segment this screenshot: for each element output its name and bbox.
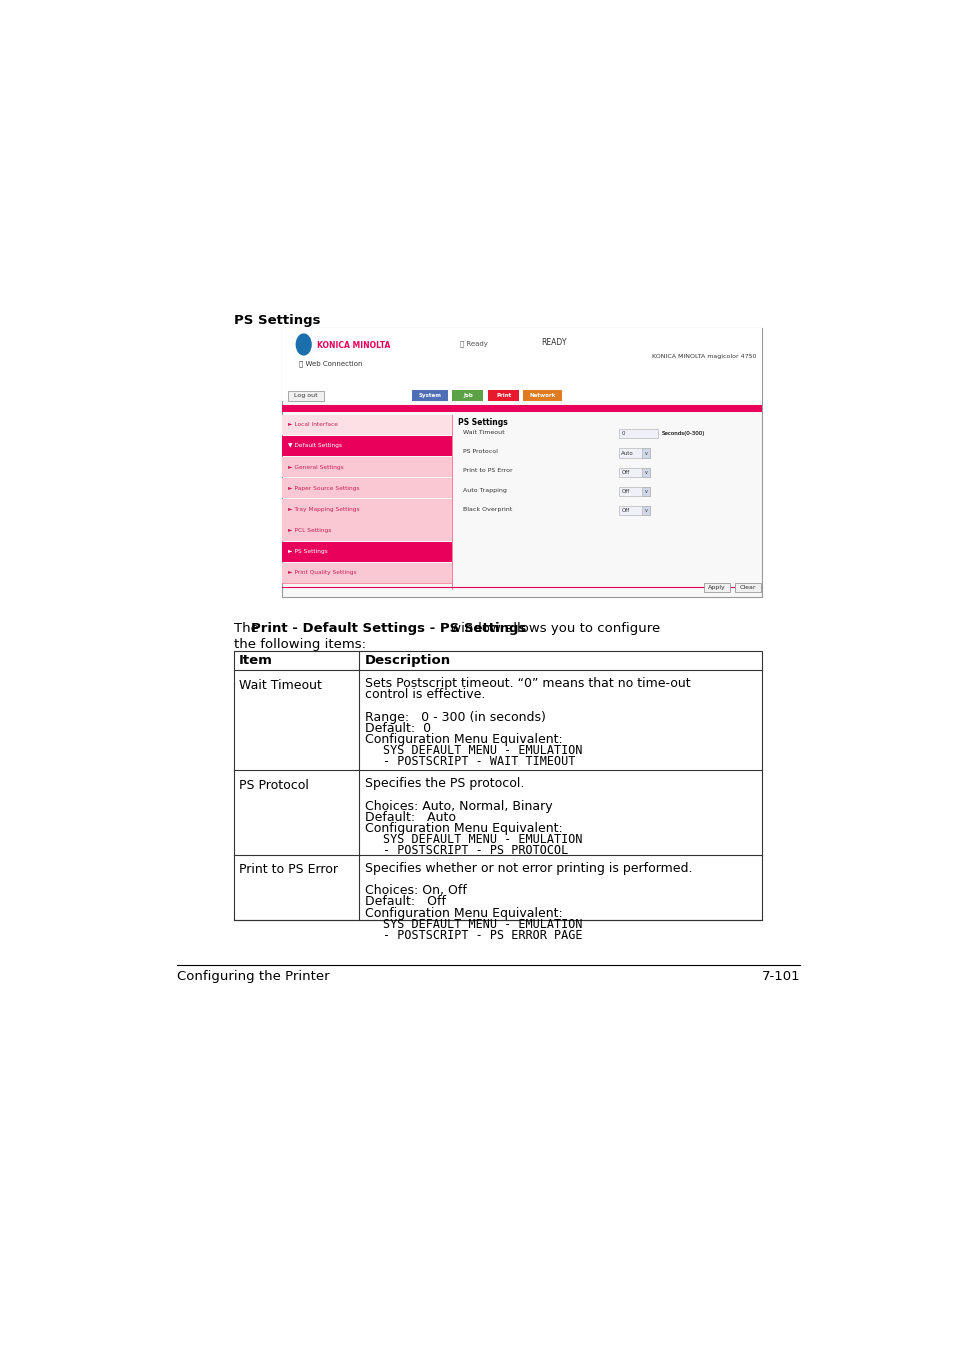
Text: ► Tray Mapping Settings: ► Tray Mapping Settings [288,508,359,512]
Text: Seconds(0-300): Seconds(0-300) [661,431,704,436]
Text: Clear: Clear [740,585,756,590]
Bar [282,541,452,562]
Circle shape [296,333,311,355]
Text: Print to PS Error: Print to PS Error [239,863,337,876]
Text: Auto: Auto [620,451,634,455]
Bar [641,506,649,516]
Text: - POSTSCRIPT - WAIT TIMEOUT: - POSTSCRIPT - WAIT TIMEOUT [383,755,575,768]
Text: PS Settings: PS Settings [233,313,320,327]
Text: 7-101: 7-101 [761,971,800,983]
Text: Default:   Auto: Default: Auto [364,811,456,824]
Bar [618,506,649,516]
Text: 0: 0 [620,431,624,436]
Bar [412,390,447,401]
Text: Choices: On, Off: Choices: On, Off [364,884,466,898]
Bar [282,563,452,583]
Text: ► General Settings: ► General Settings [288,464,344,470]
Text: SYS DEFAULT MENU - EMULATION: SYS DEFAULT MENU - EMULATION [383,833,582,846]
Text: v: v [644,489,647,494]
Text: Log out: Log out [294,393,317,398]
Text: KONICA MINOLTA: KONICA MINOLTA [316,340,390,350]
Bar [618,429,658,439]
Text: Configuration Menu Equivalent:: Configuration Menu Equivalent: [364,907,562,919]
Text: Job: Job [462,393,473,398]
Text: Apply: Apply [707,585,725,590]
Bar [618,448,649,458]
Bar [282,436,452,456]
Text: Print - Default Settings - PS Settings: Print - Default Settings - PS Settings [251,622,526,636]
Text: Network: Network [529,393,555,398]
Bar [233,651,761,921]
Text: Range:   0 - 300 (in seconds): Range: 0 - 300 (in seconds) [364,710,545,724]
Text: v: v [644,470,647,475]
Text: v: v [644,451,647,455]
Text: ► PS Settings: ► PS Settings [288,549,328,555]
Text: Configuring the Printer: Configuring the Printer [177,971,330,983]
Bar [452,390,483,401]
Text: PS Protocol: PS Protocol [239,779,309,791]
Bar [641,467,649,477]
Bar [282,414,452,435]
Text: window allows you to configure: window allows you to configure [446,622,659,636]
Text: ► Print Quality Settings: ► Print Quality Settings [288,571,356,575]
Text: Off: Off [620,509,629,513]
Text: Print: Print [496,393,511,398]
Text: Choices: Auto, Normal, Binary: Choices: Auto, Normal, Binary [364,799,552,813]
Text: ► PCL Settings: ► PCL Settings [288,528,332,533]
Text: SYS DEFAULT MENU - EMULATION: SYS DEFAULT MENU - EMULATION [383,918,582,930]
Bar [735,583,760,591]
Text: Wait Timeout: Wait Timeout [463,429,504,435]
Text: Default:  0: Default: 0 [364,722,431,734]
Text: SYS DEFAULT MENU - EMULATION: SYS DEFAULT MENU - EMULATION [383,744,582,757]
Text: PS Protocol: PS Protocol [463,450,497,454]
Bar [522,390,561,401]
Bar [618,487,649,497]
Bar [282,521,452,541]
Text: Wait Timeout: Wait Timeout [239,679,322,691]
Text: Sets Postscript timeout. “0” means that no time-out: Sets Postscript timeout. “0” means that … [364,678,690,690]
Text: Specifies whether or not error printing is performed.: Specifies whether or not error printing … [364,861,692,875]
Text: Seconds(0-300): Seconds(0-300) [661,431,704,436]
Text: Default:   Off: Default: Off [364,895,445,909]
Bar [282,328,761,401]
Text: READY: READY [541,338,566,347]
Text: System: System [418,393,441,398]
Text: 🖊 Ready: 🖊 Ready [459,340,488,347]
Text: Off: Off [620,489,629,494]
Text: 📄 Web Connection: 📄 Web Connection [298,360,362,367]
Text: v: v [644,509,647,513]
Text: Black Overprint: Black Overprint [463,508,512,512]
Bar [282,328,761,597]
Bar [282,478,452,498]
Bar [618,467,649,477]
Bar [641,448,649,458]
Text: ▼ Default Settings: ▼ Default Settings [288,443,342,448]
Text: Configuration Menu Equivalent:: Configuration Menu Equivalent: [364,822,562,834]
Text: - POSTSCRIPT - PS PROTOCOL: - POSTSCRIPT - PS PROTOCOL [383,844,568,857]
Text: Configuration Menu Equivalent:: Configuration Menu Equivalent: [364,733,562,747]
Text: control is effective.: control is effective. [364,688,484,701]
Bar [282,500,452,520]
Bar [282,405,761,412]
Text: KONICA MINOLTA magicolor 4750: KONICA MINOLTA magicolor 4750 [651,355,756,359]
Text: PS Settings: PS Settings [457,418,507,428]
Text: Item: Item [239,655,273,667]
Text: the following items:: the following items: [233,637,366,651]
Text: Off: Off [620,470,629,475]
Text: Auto Trapping: Auto Trapping [463,487,507,493]
Bar [288,390,323,401]
Text: Print to PS Error: Print to PS Error [463,468,513,474]
Bar [703,583,729,591]
Text: - POSTSCRIPT - PS ERROR PAGE: - POSTSCRIPT - PS ERROR PAGE [383,929,582,942]
Text: ► Local Interface: ► Local Interface [288,423,338,427]
Bar [641,487,649,497]
Text: Specifies the PS protocol.: Specifies the PS protocol. [364,778,523,790]
Bar [282,456,452,478]
Text: The: The [233,622,263,636]
Bar [488,390,518,401]
Text: ► Paper Source Settings: ► Paper Source Settings [288,486,359,491]
Text: Description: Description [364,655,451,667]
